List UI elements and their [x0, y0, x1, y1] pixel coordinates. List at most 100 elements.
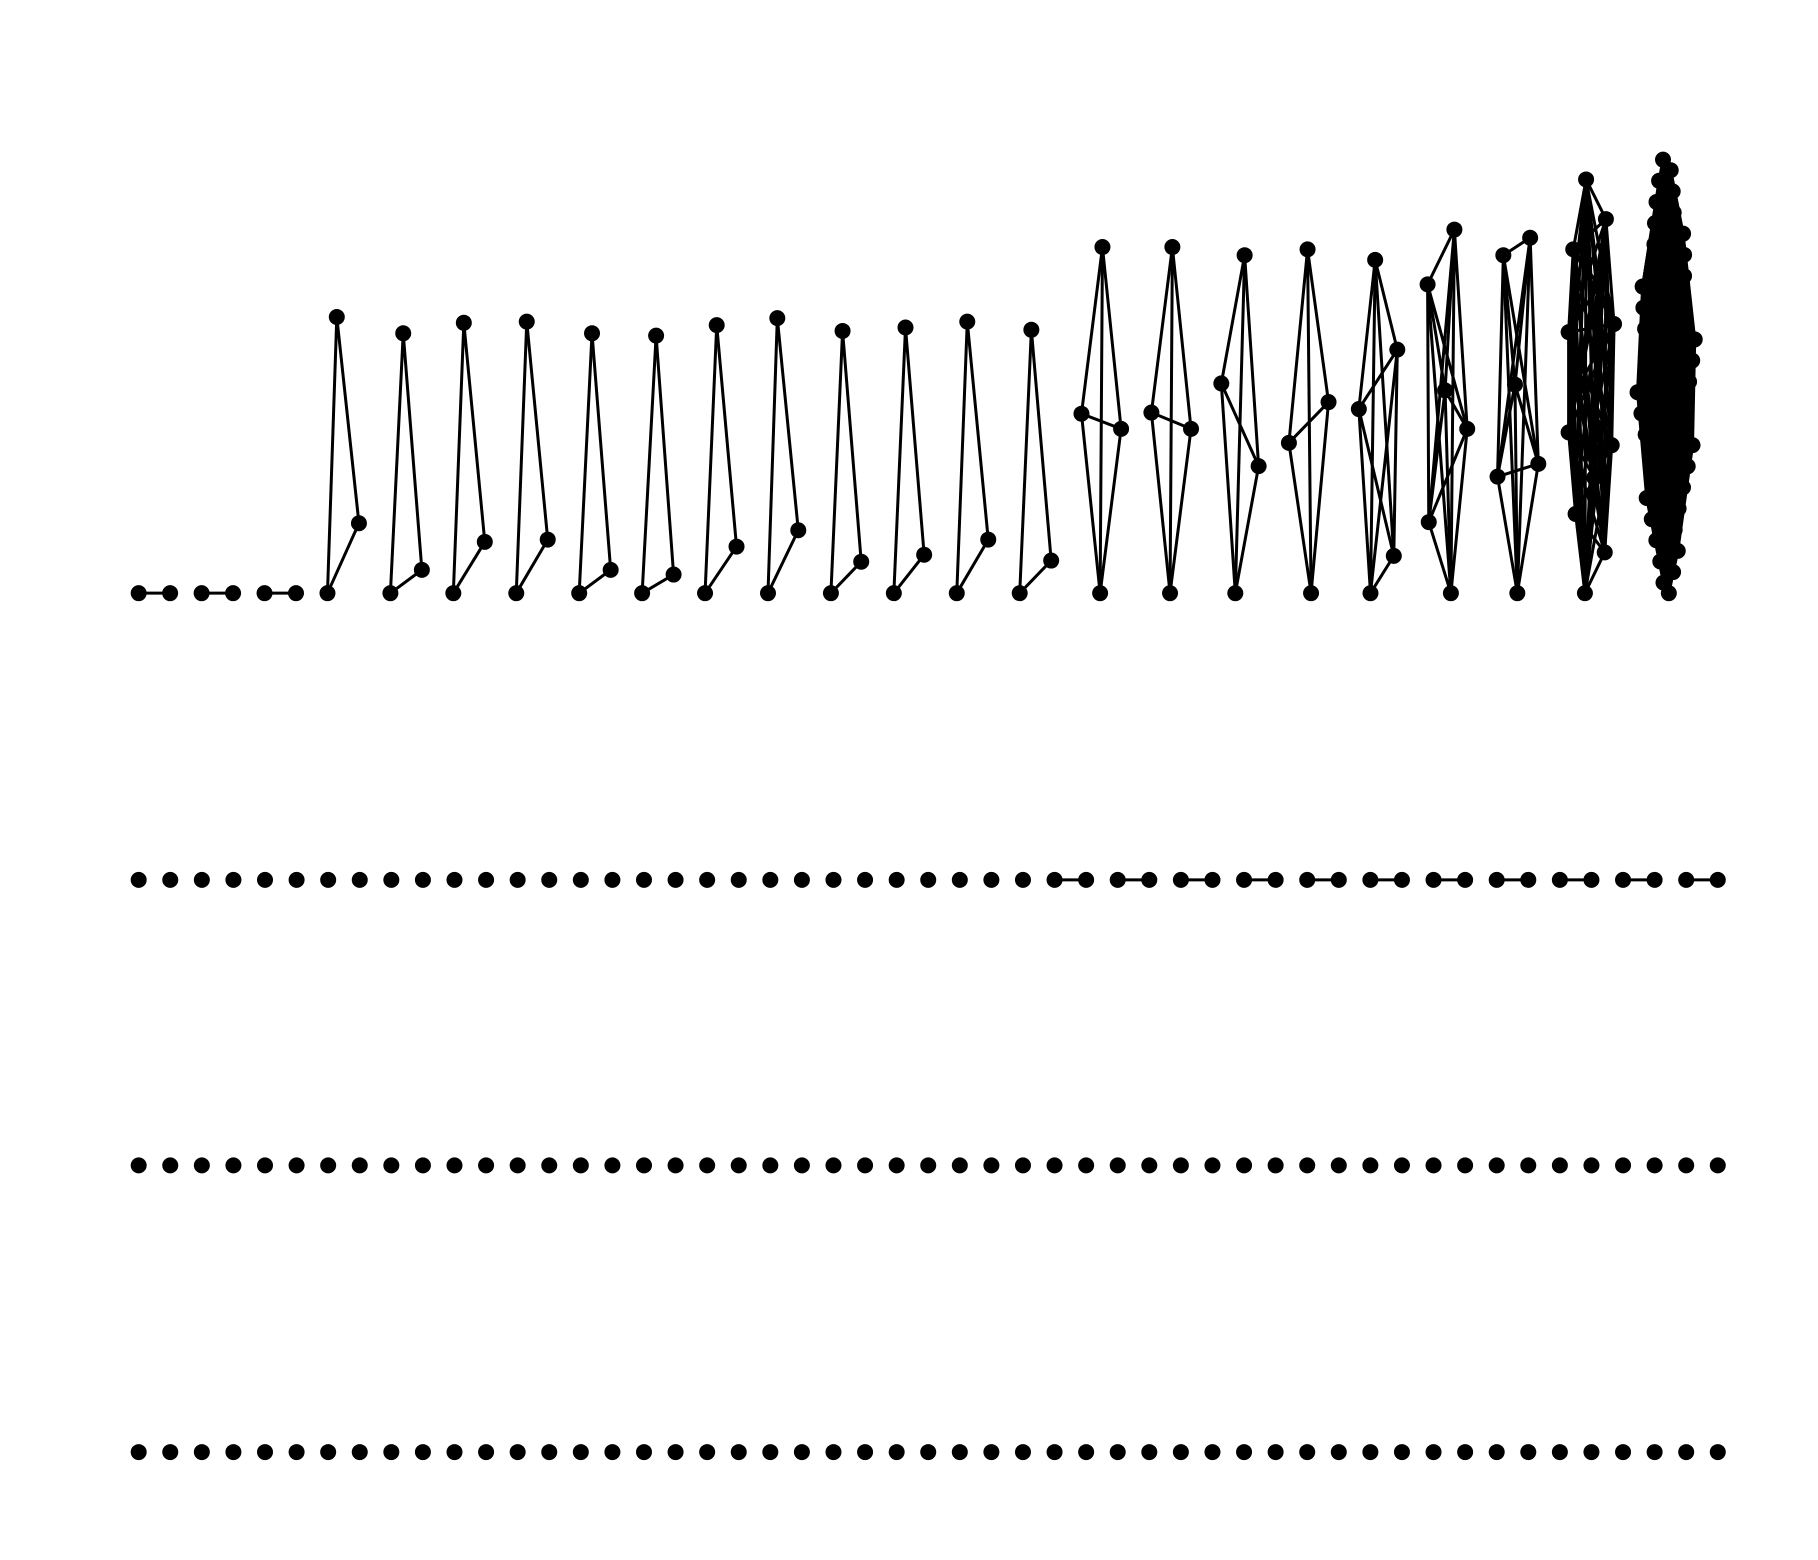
isolated-node [509, 1444, 526, 1461]
graph-node [130, 585, 147, 602]
graph-edge [1079, 245, 1104, 416]
graph-edge [1079, 412, 1102, 595]
graph-edge [1501, 253, 1519, 595]
isolated-node [1014, 871, 1031, 888]
graph-edge [1357, 258, 1377, 411]
graph-node [1646, 468, 1663, 485]
graph-node [413, 561, 430, 578]
graph-edge [654, 334, 676, 577]
graph-edge [1449, 427, 1469, 595]
isolated-node [699, 1157, 716, 1174]
isolated-node [762, 1444, 779, 1461]
graph-edge [1168, 427, 1193, 595]
isolated-node [414, 1157, 431, 1174]
isolated-node [1109, 1444, 1126, 1461]
graph-node [1522, 229, 1539, 246]
graph-node [539, 531, 556, 548]
graph-node [885, 585, 902, 602]
isolated-node [888, 1444, 905, 1461]
graph-edge [1571, 247, 1587, 595]
graph-node [948, 585, 965, 602]
isolated-node [1709, 1157, 1726, 1174]
isolated-node [762, 871, 779, 888]
graph-edge [1219, 253, 1247, 385]
graph-node [1442, 585, 1459, 602]
pair-node [1362, 871, 1379, 888]
isolated-node [1709, 1444, 1726, 1461]
graph-node [1576, 585, 1593, 602]
isolated-node [1583, 1157, 1600, 1174]
graph-node [1629, 384, 1646, 401]
graph-edge [904, 325, 926, 557]
graph-edge [1583, 322, 1616, 595]
graph-node [959, 313, 976, 330]
graph-node [1113, 420, 1130, 437]
isolated-node [257, 1444, 274, 1461]
graph-edge [1149, 411, 1172, 595]
graph-edge [514, 320, 529, 595]
graph-node [1303, 585, 1320, 602]
graph-node [790, 522, 807, 539]
isolated-node [1488, 1444, 1505, 1461]
isolated-node [1267, 1444, 1284, 1461]
graph-node [1560, 424, 1577, 441]
graph-edge [1373, 258, 1396, 558]
graph-edge [335, 315, 361, 525]
graph-node [1420, 514, 1437, 531]
graph-node [162, 585, 179, 602]
isolated-node [1583, 1444, 1600, 1461]
graph-edge [451, 321, 466, 595]
isolated-node [1615, 1444, 1632, 1461]
isolated-node [1172, 1157, 1189, 1174]
graph-node [1684, 352, 1701, 369]
graph-node [1437, 382, 1454, 399]
isolated-node [1615, 1157, 1632, 1174]
isolated-node [793, 1157, 810, 1174]
graph-node [571, 585, 588, 602]
isolated-node [193, 1157, 210, 1174]
isolated-node [1425, 1157, 1442, 1174]
graph-node [1236, 247, 1253, 264]
graph-edge [577, 331, 594, 595]
graph-node [834, 322, 851, 339]
isolated-node [446, 1157, 463, 1174]
graph-edge [1515, 462, 1540, 595]
isolated-node [572, 1444, 589, 1461]
graph-edge [829, 329, 845, 595]
graph-edge [1496, 236, 1532, 479]
isolated-node [162, 1157, 179, 1174]
isolated-node [604, 1444, 621, 1461]
graph-edge [1604, 217, 1616, 326]
graph-edge [1604, 217, 1614, 447]
graph-edge [451, 540, 487, 595]
isolated-node [130, 1157, 147, 1174]
graph-node [319, 585, 336, 602]
graph-edge [1309, 400, 1331, 595]
graph-edge [1496, 475, 1519, 595]
graph-edge [1496, 253, 1505, 479]
isolated-node [1236, 1444, 1253, 1461]
pair-node [1236, 871, 1253, 888]
isolated-node [1014, 1157, 1031, 1174]
graph-node [1280, 434, 1297, 451]
isolated-node [288, 1444, 305, 1461]
isolated-node [1520, 1444, 1537, 1461]
isolated-node [825, 1157, 842, 1174]
graph-node [1648, 193, 1665, 210]
isolated-node [1299, 1157, 1316, 1174]
isolated-node [604, 1157, 621, 1174]
graph-node [1043, 552, 1060, 569]
isolated-node [1299, 1444, 1316, 1461]
isolated-node [951, 1157, 968, 1174]
graph-node [1673, 310, 1690, 327]
graph-edge [766, 528, 800, 595]
graph-node [256, 585, 273, 602]
graph-node [1094, 239, 1111, 256]
isolated-node [541, 1444, 558, 1461]
graph-edge [703, 545, 739, 595]
graph-edge [892, 553, 926, 595]
isolated-node [225, 1157, 242, 1174]
isolated-node [193, 871, 210, 888]
graph-edge [1306, 247, 1331, 404]
